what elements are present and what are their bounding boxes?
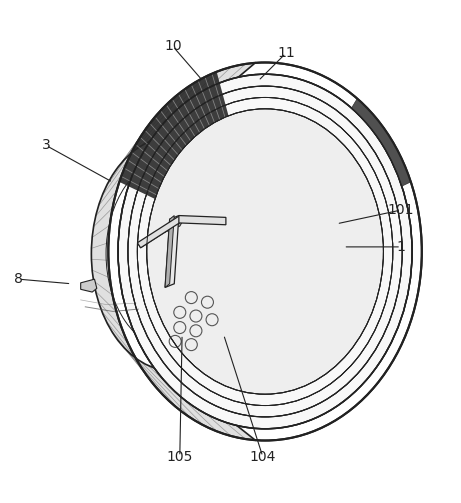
Text: 11: 11	[277, 46, 295, 60]
Polygon shape	[165, 216, 179, 287]
Text: 8: 8	[14, 272, 23, 286]
Polygon shape	[137, 216, 183, 248]
Text: 3: 3	[42, 138, 50, 152]
Text: 101: 101	[388, 203, 414, 217]
Polygon shape	[119, 72, 229, 199]
Polygon shape	[147, 109, 384, 394]
Text: 10: 10	[164, 39, 182, 53]
Text: 104: 104	[249, 450, 276, 464]
Text: 105: 105	[166, 450, 193, 464]
Polygon shape	[137, 221, 183, 248]
Polygon shape	[179, 216, 226, 225]
Polygon shape	[91, 63, 255, 440]
Polygon shape	[351, 99, 411, 186]
Polygon shape	[118, 74, 412, 429]
Text: 1: 1	[396, 240, 406, 254]
Polygon shape	[81, 279, 97, 292]
Polygon shape	[165, 216, 174, 287]
